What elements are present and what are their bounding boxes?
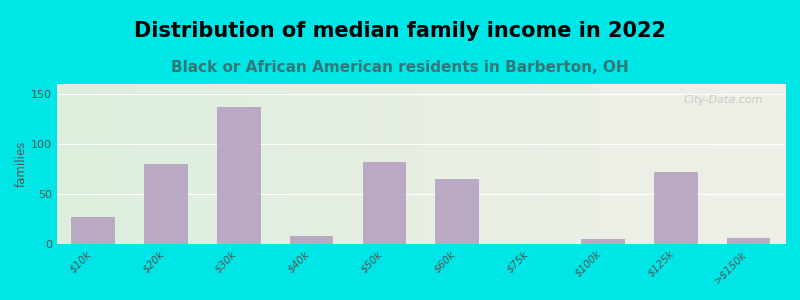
Bar [290, 236, 334, 244]
Bar [144, 164, 188, 244]
Text: City-Data.com: City-Data.com [684, 95, 763, 105]
Bar [726, 238, 770, 244]
Bar [217, 107, 261, 244]
Y-axis label: families: families [15, 141, 28, 187]
Bar [654, 172, 698, 244]
Bar [581, 239, 625, 244]
Text: Distribution of median family income in 2022: Distribution of median family income in … [134, 21, 666, 41]
Bar [362, 162, 406, 244]
Text: Black or African American residents in Barberton, OH: Black or African American residents in B… [171, 60, 629, 75]
Bar [71, 217, 115, 244]
Bar [435, 179, 479, 244]
